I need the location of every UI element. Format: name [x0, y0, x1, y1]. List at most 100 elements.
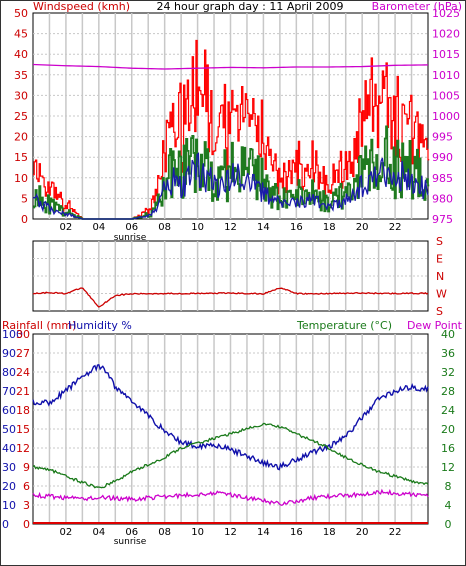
time-tick-label: 20: [356, 527, 369, 538]
temperature-tick-label: 16: [441, 442, 455, 455]
rainfall-tick-label: 0: [23, 518, 30, 531]
temperature-tick-label: 28: [441, 385, 455, 398]
windspeed-tick-label: 45: [14, 28, 28, 41]
barometer-tick-label: 1005: [432, 89, 460, 102]
time-tick-label: 22: [389, 222, 402, 233]
time-tick-label: 14: [257, 222, 270, 233]
windspeed-tick-label: 30: [14, 89, 28, 102]
temperature-tick-label: 40: [441, 328, 455, 341]
barometer-tick-label: 1025: [432, 7, 460, 20]
rainfall-tick-label: 27: [16, 347, 30, 360]
dewpoint-line: [32, 488, 429, 507]
humidity-tick-label: 20: [2, 480, 16, 493]
time-tick-label: 08: [158, 527, 171, 538]
rainfall-tick-label: 24: [16, 366, 30, 379]
rainfall-tick-label: 9: [23, 461, 30, 474]
time-tick-label: 08: [158, 222, 171, 233]
rainfall-tick-label: 6: [23, 480, 30, 493]
temperature-ticks: 0 4 8 12 16 20 24 28 32 36 40: [441, 328, 455, 531]
barometer-tick-label: 1010: [432, 69, 460, 82]
rainfall-ticks: 0 3 6 9 12 15 18 21 24 27 30: [16, 328, 30, 531]
windspeed-tick-label: 20: [14, 131, 28, 144]
temperature-tick-label: 8: [445, 480, 452, 493]
time-tick-label: 16: [290, 222, 303, 233]
humidity-axis-label: Humidity %: [68, 319, 132, 332]
direction-tick-label: W: [436, 288, 447, 301]
barometer-tick-label: 990: [432, 151, 453, 164]
rainfall-tick-label: 12: [16, 442, 30, 455]
top-time-ticks: 02 04 06 08 10 12 14 16 18 20 22: [60, 222, 402, 233]
time-tick-label: 20: [356, 222, 369, 233]
temperature-line: [32, 422, 429, 489]
humidity-tick-label: 80: [2, 366, 16, 379]
barometer-tick-label: 1020: [432, 28, 460, 41]
wind-direction-line: [32, 287, 429, 308]
rainfall-tick-label: 21: [16, 385, 30, 398]
humidity-tick-label: 90: [2, 347, 16, 360]
humidity-line: [32, 363, 429, 471]
humidity-tick-label: 10: [2, 499, 16, 512]
windspeed-tick-label: 0: [21, 213, 28, 226]
temperature-tick-label: 32: [441, 366, 455, 379]
windspeed-tick-label: 5: [21, 192, 28, 205]
humidity-ticks: 0 10 20 30 40 50 60 70 80 90 100: [2, 328, 23, 531]
top-grid: [33, 13, 428, 219]
windspeed-tick-label: 10: [14, 172, 28, 185]
barometer-tick-label: 975: [432, 213, 453, 226]
bottom-series: [32, 363, 429, 524]
average-wind-line: [32, 152, 429, 220]
temperature-tick-label: 36: [441, 347, 455, 360]
temperature-tick-label: 0: [445, 518, 452, 531]
top-sunrise-label: sunrise: [114, 233, 147, 243]
time-tick-label: 02: [60, 527, 73, 538]
barometer-axis-label: Barometer (hPa): [372, 0, 462, 13]
humidity-tick-label: 0: [2, 518, 9, 531]
time-tick-label: 04: [92, 222, 105, 233]
rainfall-tick-label: 3: [23, 499, 30, 512]
windspeed-axis-label: Windspeed (kmh): [33, 0, 130, 13]
windspeed-tick-label: 35: [14, 69, 28, 82]
rainfall-axis-label: Rainfall (mm): [2, 319, 76, 332]
direction-tick-label: S: [436, 305, 443, 318]
bottom-sunrise-label: sunrise: [114, 537, 147, 547]
humidity-tick-label: 70: [2, 385, 16, 398]
windspeed-tick-label: 25: [14, 110, 28, 123]
windspeed-tick-label: 40: [14, 48, 28, 61]
barometer-line: [32, 63, 429, 70]
time-tick-label: 10: [191, 222, 204, 233]
bottom-time-ticks: 02 04 06 08 10 12 14 16 18 20 22: [60, 527, 402, 538]
rainfall-tick-label: 18: [16, 404, 30, 417]
top-series: [32, 39, 430, 220]
temperature-axis-label: Temperature (°C): [296, 319, 392, 332]
windspeed-tick-label: 50: [14, 7, 28, 20]
time-tick-label: 06: [125, 222, 138, 233]
time-tick-label: 10: [191, 527, 204, 538]
barometer-tick-label: 985: [432, 172, 453, 185]
time-tick-label: 16: [290, 527, 303, 538]
barometer-tick-label: 995: [432, 131, 453, 144]
humidity-tick-label: 100: [2, 328, 23, 341]
humidity-tick-label: 40: [2, 442, 16, 455]
time-tick-label: 14: [257, 527, 270, 538]
temperature-tick-label: 24: [441, 404, 455, 417]
time-tick-label: 04: [92, 527, 105, 538]
temperature-tick-label: 20: [441, 423, 455, 436]
rainfall-tick-label: 30: [16, 328, 30, 341]
barometer-tick-label: 980: [432, 192, 453, 205]
time-tick-label: 12: [224, 222, 237, 233]
time-tick-label: 06: [125, 527, 138, 538]
windspeed-ticks: 0 5 10 15 20 25 30 35 40 45 50: [14, 7, 28, 226]
dewpoint-axis-label: Dew Point: [407, 319, 463, 332]
time-tick-label: 12: [224, 527, 237, 538]
temperature-tick-label: 4: [445, 499, 452, 512]
barometer-tick-label: 1000: [432, 110, 460, 123]
humidity-tick-label: 60: [2, 404, 16, 417]
temperature-tick-label: 12: [441, 461, 455, 474]
direction-tick-label: E: [436, 253, 443, 266]
rainfall-tick-label: 15: [16, 423, 30, 436]
direction-tick-label: N: [436, 270, 444, 283]
time-tick-label: 18: [323, 527, 336, 538]
barometer-ticks: 975 980 985 990 995 1000 1005 1010 1015 1020 1025: [432, 7, 460, 226]
